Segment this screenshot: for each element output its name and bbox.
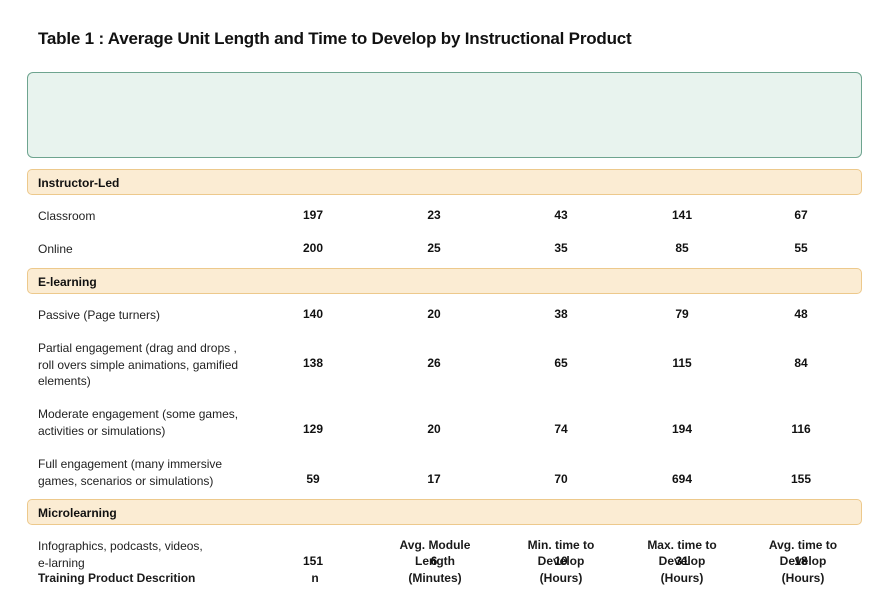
cell-max-time: 31 [675,554,689,568]
section-e-learning: E-learning [27,268,862,294]
column-header-module-length: Avg. Module Length (Minutes) [399,537,471,585]
cell-module-length: 6 [430,554,438,568]
cell-avg-time: 48 [794,307,808,321]
cell-n: 59 [306,472,320,486]
cell-module-length: 20 [427,422,441,436]
row-description: Moderate engagement (some games, activit… [38,407,239,438]
row-description: Online [38,242,73,256]
section-label: Instructor-Led [38,176,120,190]
cell-avg-time: 18 [794,554,808,568]
row-description: Passive (Page turners) [38,308,161,322]
row-description: Partial engagement (drag and drops , rol… [38,341,239,388]
cell-avg-time: 67 [794,208,808,222]
section-label: E-learning [38,275,97,289]
section-instructor-led: Instructor-Led [27,169,862,195]
cell-module-length: 23 [427,208,441,222]
cell-max-time: 694 [671,472,693,486]
cell-n: 140 [302,307,324,321]
column-header-max-time: Max. time to Develop (Hours) [647,537,717,585]
row-description: Classroom [38,209,96,223]
section-label: Microlearning [38,506,117,520]
cell-module-length: 25 [427,241,441,255]
cell-max-time: 141 [671,208,693,222]
cell-min-time: 10 [554,554,568,568]
section-microlearning: Microlearning [27,499,862,525]
cell-avg-time: 55 [794,241,808,255]
column-header-n: n [311,570,319,585]
cell-avg-time: 155 [790,472,812,486]
cell-min-time: 70 [554,472,568,486]
column-header-description: Training Product Descrition [38,570,196,585]
cell-n: 151 [302,554,324,568]
cell-avg-time: 84 [794,356,808,370]
cell-max-time: 79 [675,307,689,321]
cell-max-time: 85 [675,241,689,255]
cell-min-time: 43 [554,208,568,222]
cell-module-length: 17 [427,472,441,486]
cell-n: 200 [302,241,324,255]
cell-min-time: 35 [554,241,568,255]
row-description: Infographics, podcasts, videos, e-larnin… [38,539,203,570]
cell-min-time: 65 [554,356,568,370]
cell-n: 129 [302,422,324,436]
cell-n: 138 [302,356,324,370]
cell-min-time: 74 [554,422,568,436]
cell-max-time: 115 [672,356,692,370]
row-description: Full engagement (many immersive games, s… [38,457,223,488]
cell-avg-time: 116 [791,422,811,436]
cell-max-time: 194 [671,422,693,436]
cell-min-time: 38 [554,307,568,321]
cell-module-length: 26 [427,356,441,370]
table-title: Table 1 : Average Unit Length and Time t… [38,29,632,48]
column-header-avg-time: Avg. time to Develop (Hours) [768,537,838,585]
column-header-min-time: Min. time to Develop (Hours) [527,537,595,585]
table-header [27,72,862,158]
cell-n: 197 [302,208,324,222]
cell-module-length: 20 [427,307,441,321]
